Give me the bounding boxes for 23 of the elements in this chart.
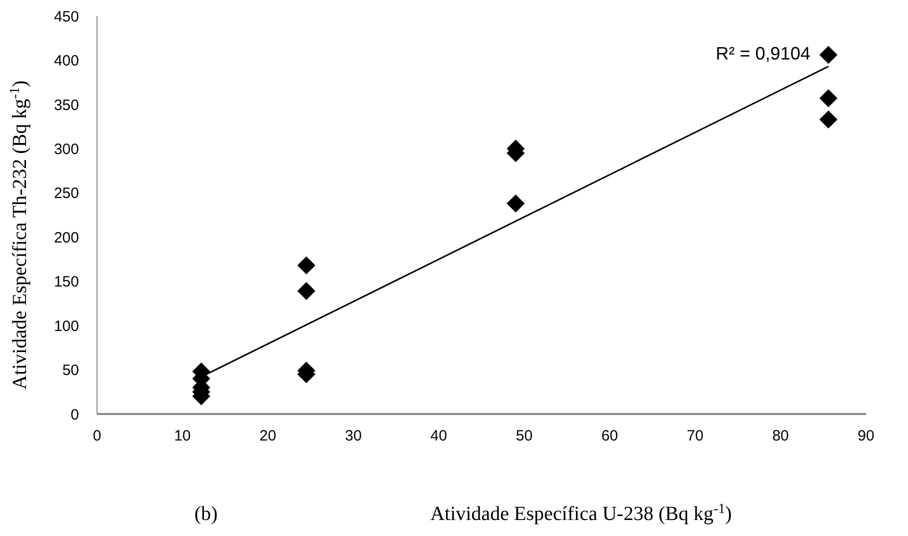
y-tick-label: 100 [54,318,79,335]
x-tick-label: 30 [344,428,362,445]
x-tick-label: 90 [858,428,874,445]
x-tick-label: 80 [772,428,789,445]
x-tick-label: 0 [92,428,102,445]
x-tick-label: 60 [601,428,618,445]
y-tick-label: 0 [70,406,79,424]
y-tick-label: 250 [54,185,79,202]
x-tick-label: 50 [516,428,533,445]
y-tick-label: 150 [54,274,79,291]
y-tick-label: 400 [54,52,79,70]
y-tick-label: 50 [62,362,79,380]
x-tick-label: 40 [430,428,448,445]
text: (b) [194,503,218,525]
y-tick-label: 300 [54,140,79,158]
x-tick-label: 20 [260,428,276,445]
x-tick-label: 10 [174,428,191,445]
y-tick-label: 450 [54,8,79,26]
annotation: R² = 0,9104 [716,43,810,64]
x-tick-label: 70 [686,428,704,445]
x-axis-title: Atividade Específica U-238 (Bq kg$^{-1}$) [430,502,732,525]
y-tick-label: 200 [54,229,79,246]
y-tick-label: 350 [54,96,79,114]
